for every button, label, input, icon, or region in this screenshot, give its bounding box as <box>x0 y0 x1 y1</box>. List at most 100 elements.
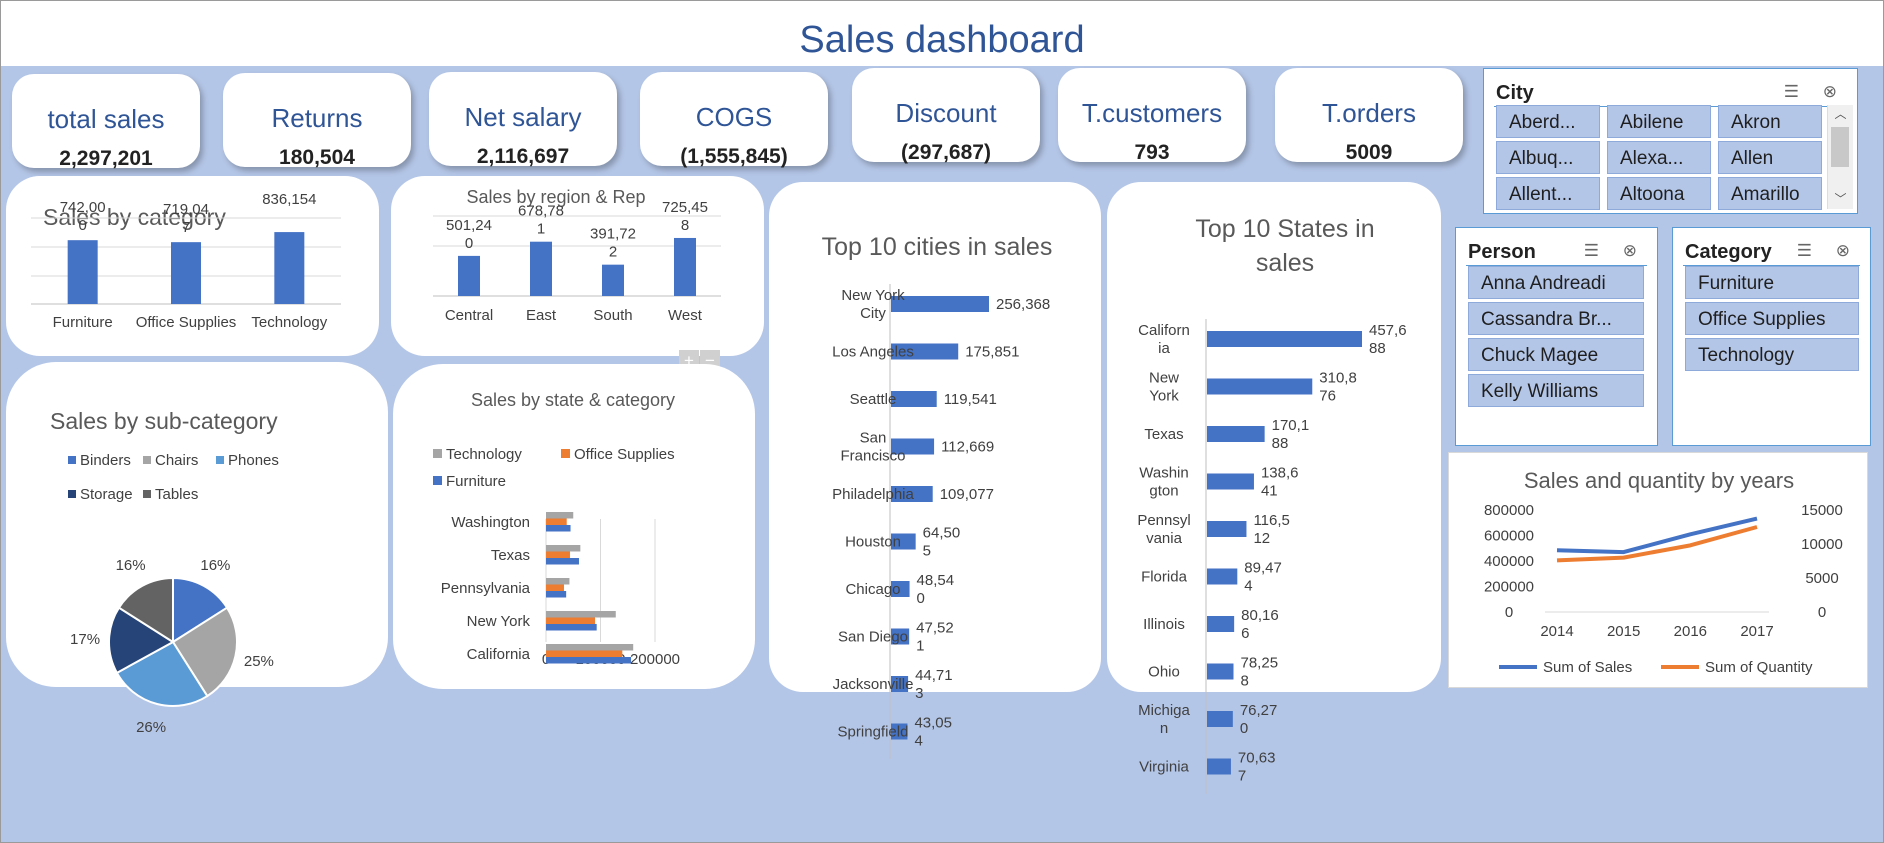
category-label: Pennsylvania <box>441 580 531 597</box>
clear-filter-icon[interactable]: ⊗ <box>1835 241 1850 260</box>
collapse-button-label: − <box>705 351 715 370</box>
slicer-item-category[interactable]: Technology <box>1685 338 1859 371</box>
city-slicer-scrollbar[interactable]: ︿ ﹀ <box>1827 105 1853 209</box>
data-label: 112,669 <box>941 439 994 456</box>
city-slicer[interactable]: City ☰ ⊗ Aberd... Abilene Akron Albuq...… <box>1483 68 1858 214</box>
multi-select-icon[interactable]: ☰ <box>1796 241 1812 260</box>
slicer-item-category[interactable]: Furniture <box>1685 266 1859 299</box>
bar <box>1207 331 1362 347</box>
bar <box>530 241 552 296</box>
pie-slice <box>115 640 209 707</box>
chart-title: Sales by state & category <box>471 390 675 410</box>
kpi-card-returns: Returns 180,504 <box>223 73 411 169</box>
bar <box>891 391 937 407</box>
data-label: 678,78 1 <box>518 203 564 238</box>
clear-filter-icon[interactable]: ⊗ <box>1822 82 1837 101</box>
slicer-title: City <box>1496 82 1534 104</box>
y-left-tick-label: 600000 <box>1484 528 1534 545</box>
slicer-item-city[interactable]: Allen <box>1718 141 1822 174</box>
legend-label: Sum of Sales <box>1543 659 1632 676</box>
chart-top10-states: Top 10 States in sales Californ ia 457,6 88 Ne… <box>1137 215 1407 794</box>
category-label: West <box>668 307 703 324</box>
slicer-header: City ☰ ⊗ <box>1494 77 1847 107</box>
bar <box>1207 758 1231 775</box>
card-sales-by-region: Sales by region & Rep 501,24 0 Central 678,7… <box>391 176 764 370</box>
category-label: New York <box>1149 370 1179 405</box>
bar <box>546 617 596 624</box>
category-label: Illinois <box>1143 616 1185 633</box>
pie-slice <box>108 606 175 675</box>
category-label: California <box>467 646 531 663</box>
kpi-card-customers: T.customers 793 <box>1058 68 1246 164</box>
slicer-item-city[interactable]: Albuq... <box>1496 141 1600 174</box>
clear-filter-icon[interactable]: ⊗ <box>1622 241 1637 260</box>
legend-label: Technology <box>446 446 522 463</box>
data-label: 391,72 2 <box>590 226 636 261</box>
data-label: 116,5 12 <box>1253 512 1289 547</box>
slicer-item-city[interactable]: Amarillo <box>1718 177 1822 210</box>
category-label: Technology <box>251 314 327 331</box>
legend-swatch <box>143 456 151 464</box>
scroll-down-icon[interactable]: ﹀ <box>1834 192 1847 206</box>
chart-sales-quantity-years: Sales and quantity by years 800000 600000 4… <box>1484 468 1843 676</box>
scroll-up-icon[interactable]: ︿ <box>1834 107 1847 121</box>
kpi-value: 5009 <box>1345 141 1393 164</box>
x-tick-label: 2016 <box>1674 623 1707 640</box>
scroll-thumb[interactable] <box>1831 127 1849 167</box>
slicer-item-person[interactable]: Cassandra Br... <box>1468 302 1644 335</box>
slicer-item-city[interactable]: Akron <box>1718 105 1822 138</box>
data-label: 175,851 <box>965 344 1019 361</box>
data-label: 25% <box>244 653 274 670</box>
slicer-item-category[interactable]: Office Supplies <box>1685 302 1859 335</box>
legend-swatch <box>433 449 442 458</box>
slicer-item-city[interactable]: Alexa... <box>1607 141 1711 174</box>
data-label: 119,541 <box>944 391 997 408</box>
card-top10-cities: Top 10 cities in sales New York City 256,36… <box>769 182 1101 759</box>
multi-select-icon[interactable]: ☰ <box>1783 82 1799 101</box>
slicer-item-person[interactable]: Anna Andreadi <box>1468 266 1644 299</box>
slicer-item-city[interactable]: Allent... <box>1496 177 1600 210</box>
dashboard-canvas: total sales 2,297,201 Returns 180,504 Ne… <box>1 66 1883 842</box>
slicer-title: Person <box>1468 241 1536 263</box>
y-left-tick-label: 200000 <box>1484 579 1534 596</box>
bar <box>891 581 910 597</box>
bar <box>546 512 574 519</box>
bar <box>274 232 305 304</box>
kpi-value: (297,687) <box>901 141 991 164</box>
y-right-tick-label: 15000 <box>1801 502 1843 519</box>
data-label: 89,47 4 <box>1244 560 1282 595</box>
slicer-item-city[interactable]: Aberd... <box>1496 105 1600 138</box>
category-label: Furniture <box>53 314 113 331</box>
bar <box>546 578 570 585</box>
legend-swatch <box>68 456 76 464</box>
data-label: 44,71 3 <box>915 667 953 702</box>
kpi-card-net-salary: Net salary 2,116,697 <box>429 72 617 168</box>
title-bar: Sales dashboard <box>1 1 1883 66</box>
slicer-item-person[interactable]: Kelly Williams <box>1468 374 1644 407</box>
person-slicer[interactable]: Person ☰ ⊗ Anna Andreadi Cassandra Br...… <box>1455 227 1658 446</box>
bar <box>546 624 597 631</box>
card-sales-by-state-category: Sales by state & category Technology Offic… <box>393 364 755 689</box>
data-label: 48,54 0 <box>917 572 955 607</box>
category-label: Jacksonville <box>833 676 914 693</box>
multi-select-icon[interactable]: ☰ <box>1583 241 1599 260</box>
kpi-label: Returns <box>271 103 363 133</box>
series-line <box>1556 516 1758 555</box>
x-tick-label: 2015 <box>1607 623 1640 640</box>
category-slicer[interactable]: Category ☰ ⊗ Furniture Office Supplies T… <box>1672 227 1871 446</box>
legend-swatch <box>433 476 442 485</box>
data-label: 70,63 7 <box>1238 750 1276 785</box>
legend-swatch <box>143 490 151 498</box>
data-label: 26% <box>136 719 166 736</box>
slicer-item-city[interactable]: Abilene <box>1607 105 1711 138</box>
kpi-value: 793 <box>1134 141 1170 164</box>
slicer-item-city[interactable]: Altoona <box>1607 177 1711 210</box>
legend-swatch <box>561 449 570 458</box>
chart-sales-by-region: Sales by region & Rep 501,24 0 Central 678,7… <box>433 187 721 370</box>
y-right-tick-label: 0 <box>1818 604 1826 621</box>
slicer-item-person[interactable]: Chuck Magee <box>1468 338 1644 371</box>
expand-button-label: + <box>684 351 694 370</box>
bar <box>891 628 910 645</box>
bar <box>546 584 564 591</box>
